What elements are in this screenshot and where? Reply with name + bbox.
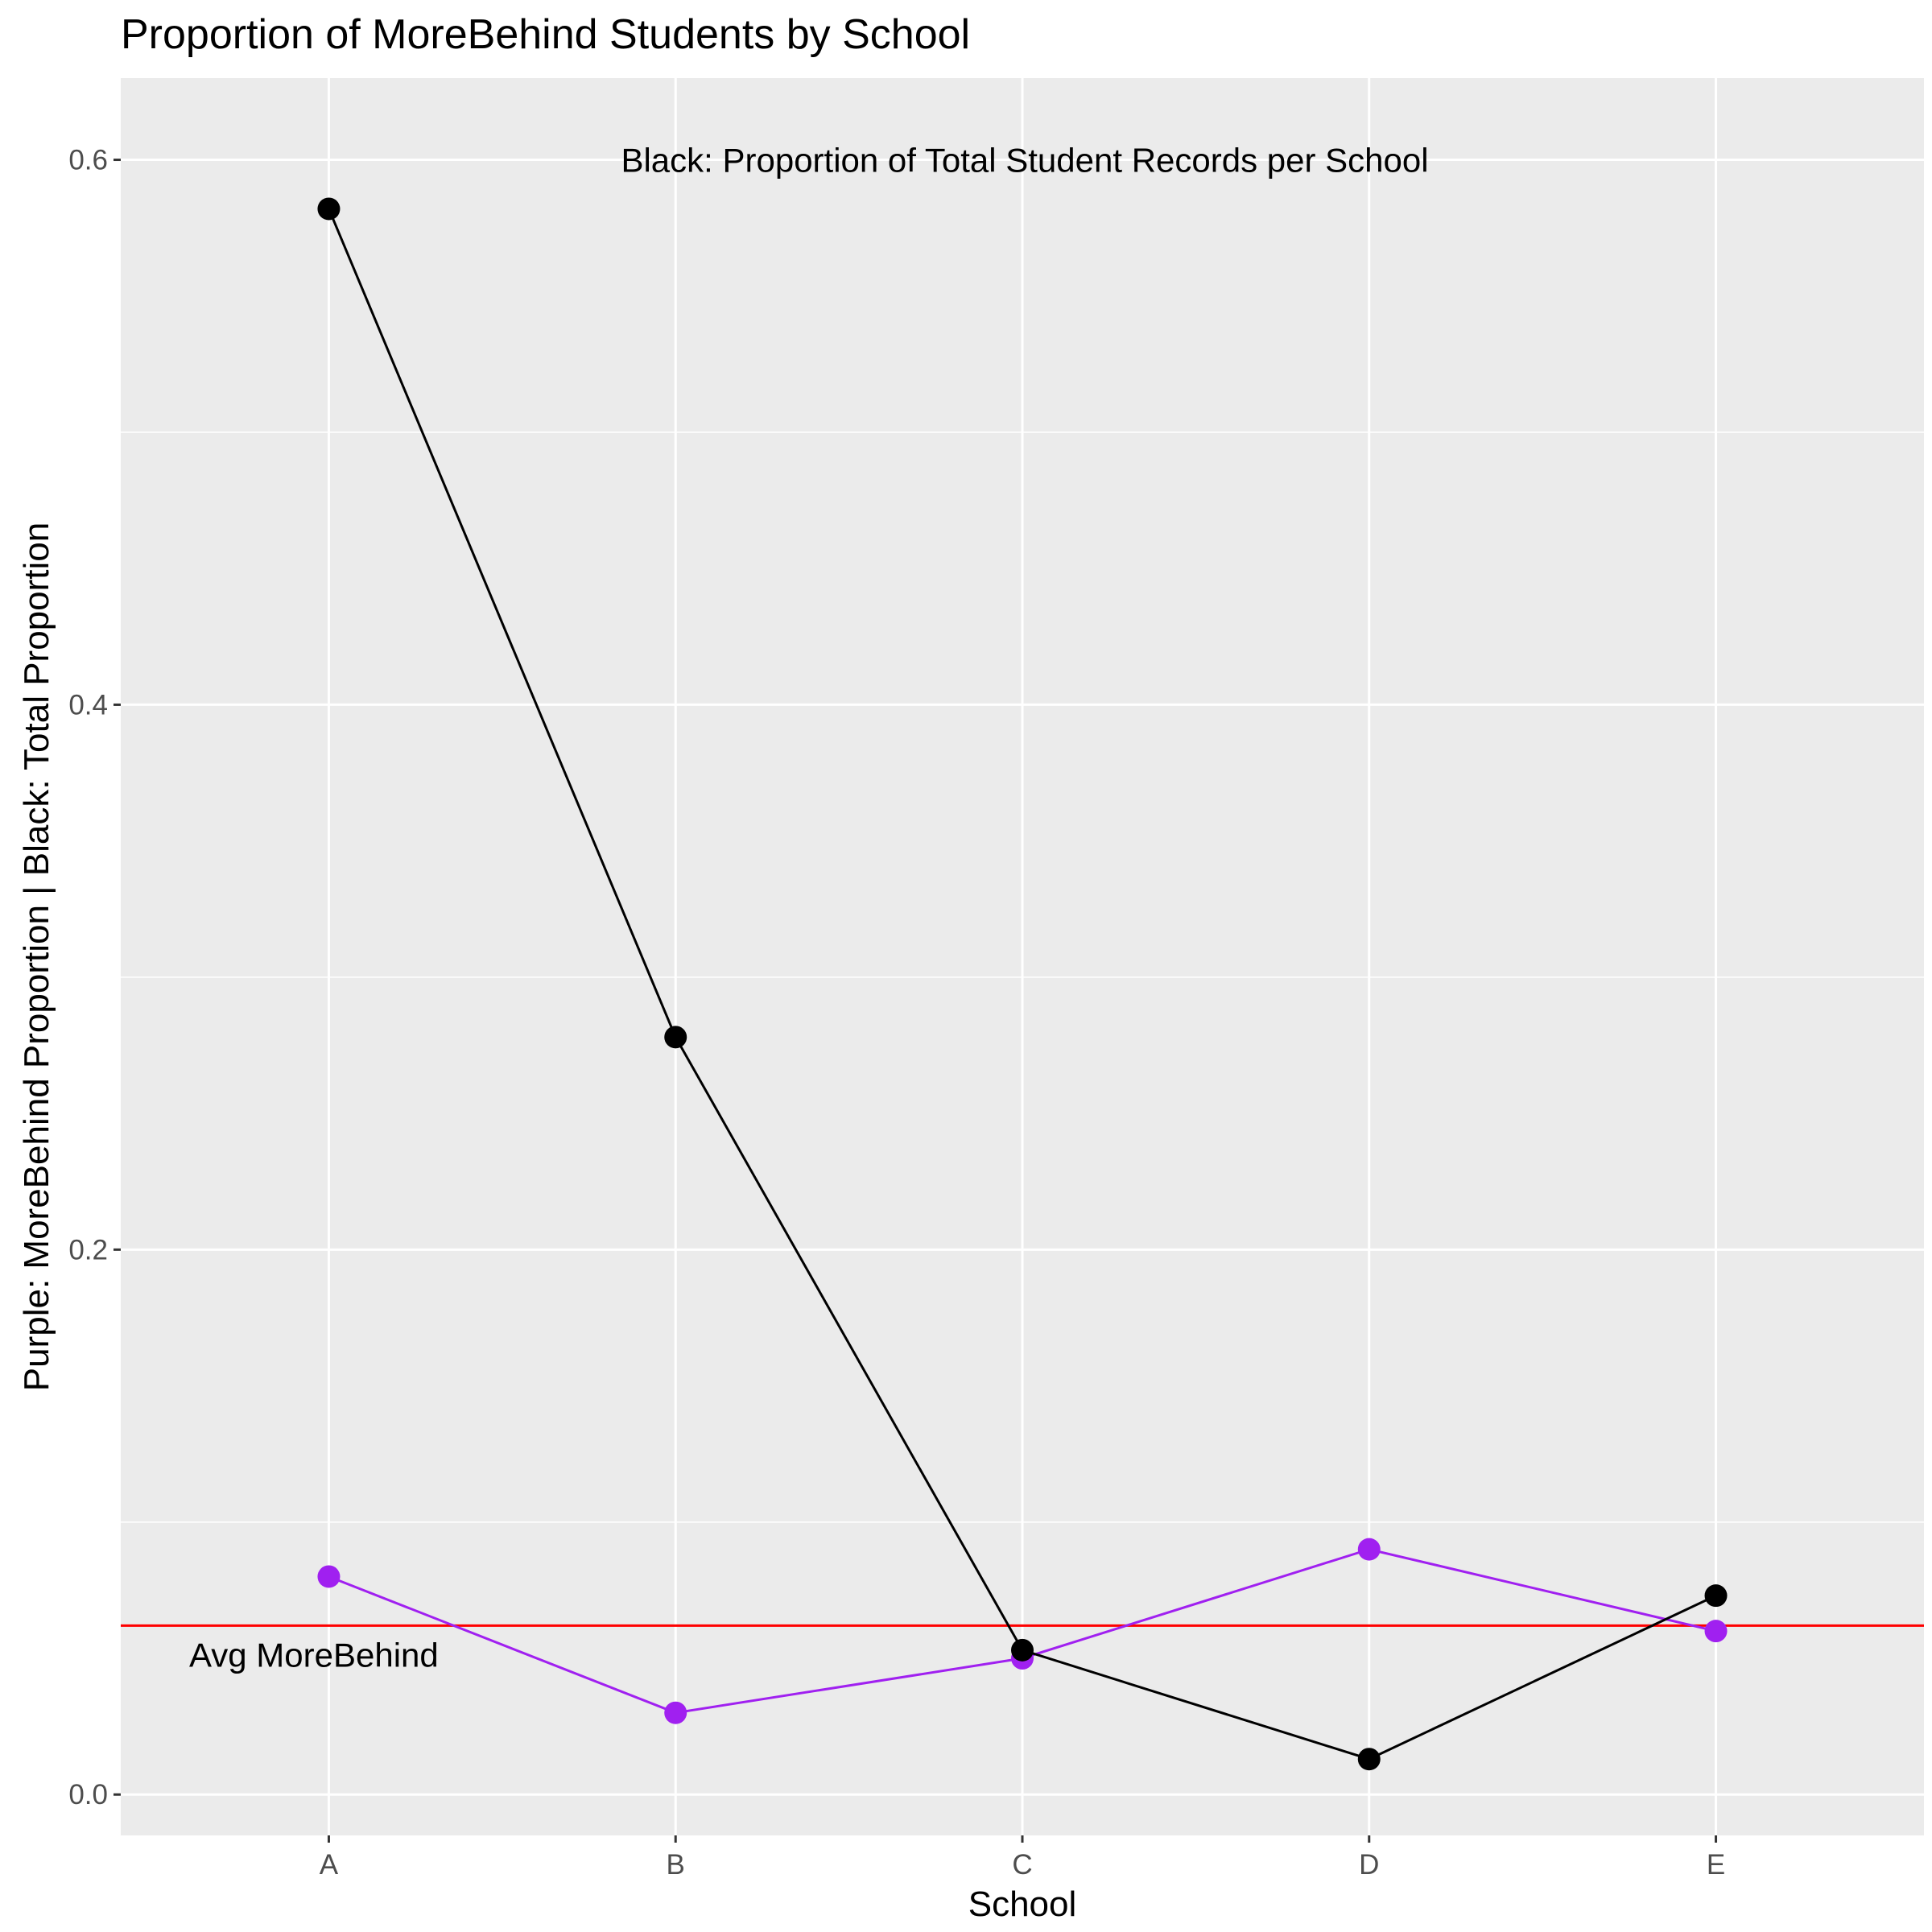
series-2-point-E [1704,1584,1728,1608]
reference-line-label: Avg MoreBehind [189,1636,439,1674]
x-axis: A B C D E [320,1835,1725,1880]
series-group [317,197,1728,1771]
y-axis-title: Purple: MoreBehind Proportion | Black: T… [17,522,56,1391]
y-tick-label: 0.0 [68,1779,108,1810]
x-axis-title: School [968,1885,1077,1924]
series-1-point-E [1704,1620,1728,1643]
x-tick-label: A [320,1849,339,1880]
series-2-point-D [1357,1748,1381,1771]
series-1-point-D [1357,1538,1381,1561]
y-tick-label: 0.4 [68,689,108,720]
x-tick-label: C [1012,1849,1032,1880]
reference-line-group: Avg MoreBehind [121,1624,1924,1674]
series-2-point-B [664,1026,687,1049]
x-tick-label: E [1707,1849,1725,1880]
x-tick-label: D [1359,1849,1379,1880]
y-tick-label: 0.2 [68,1234,108,1265]
chart-annotation: Black: Proportion of Total Student Recor… [621,142,1428,180]
series-2-point-C [1011,1638,1034,1662]
series-1-point-B [664,1701,687,1724]
chart-title: Proportion of MoreBehind Students by Sch… [121,11,970,58]
series-2-point-A [317,197,341,221]
major-gridlines [121,78,1924,1835]
y-axis: 0.0 0.2 0.4 0.6 [68,145,121,1810]
series-1-point-A [317,1565,341,1588]
x-tick-label: B [667,1849,685,1880]
y-tick-label: 0.6 [68,145,108,176]
